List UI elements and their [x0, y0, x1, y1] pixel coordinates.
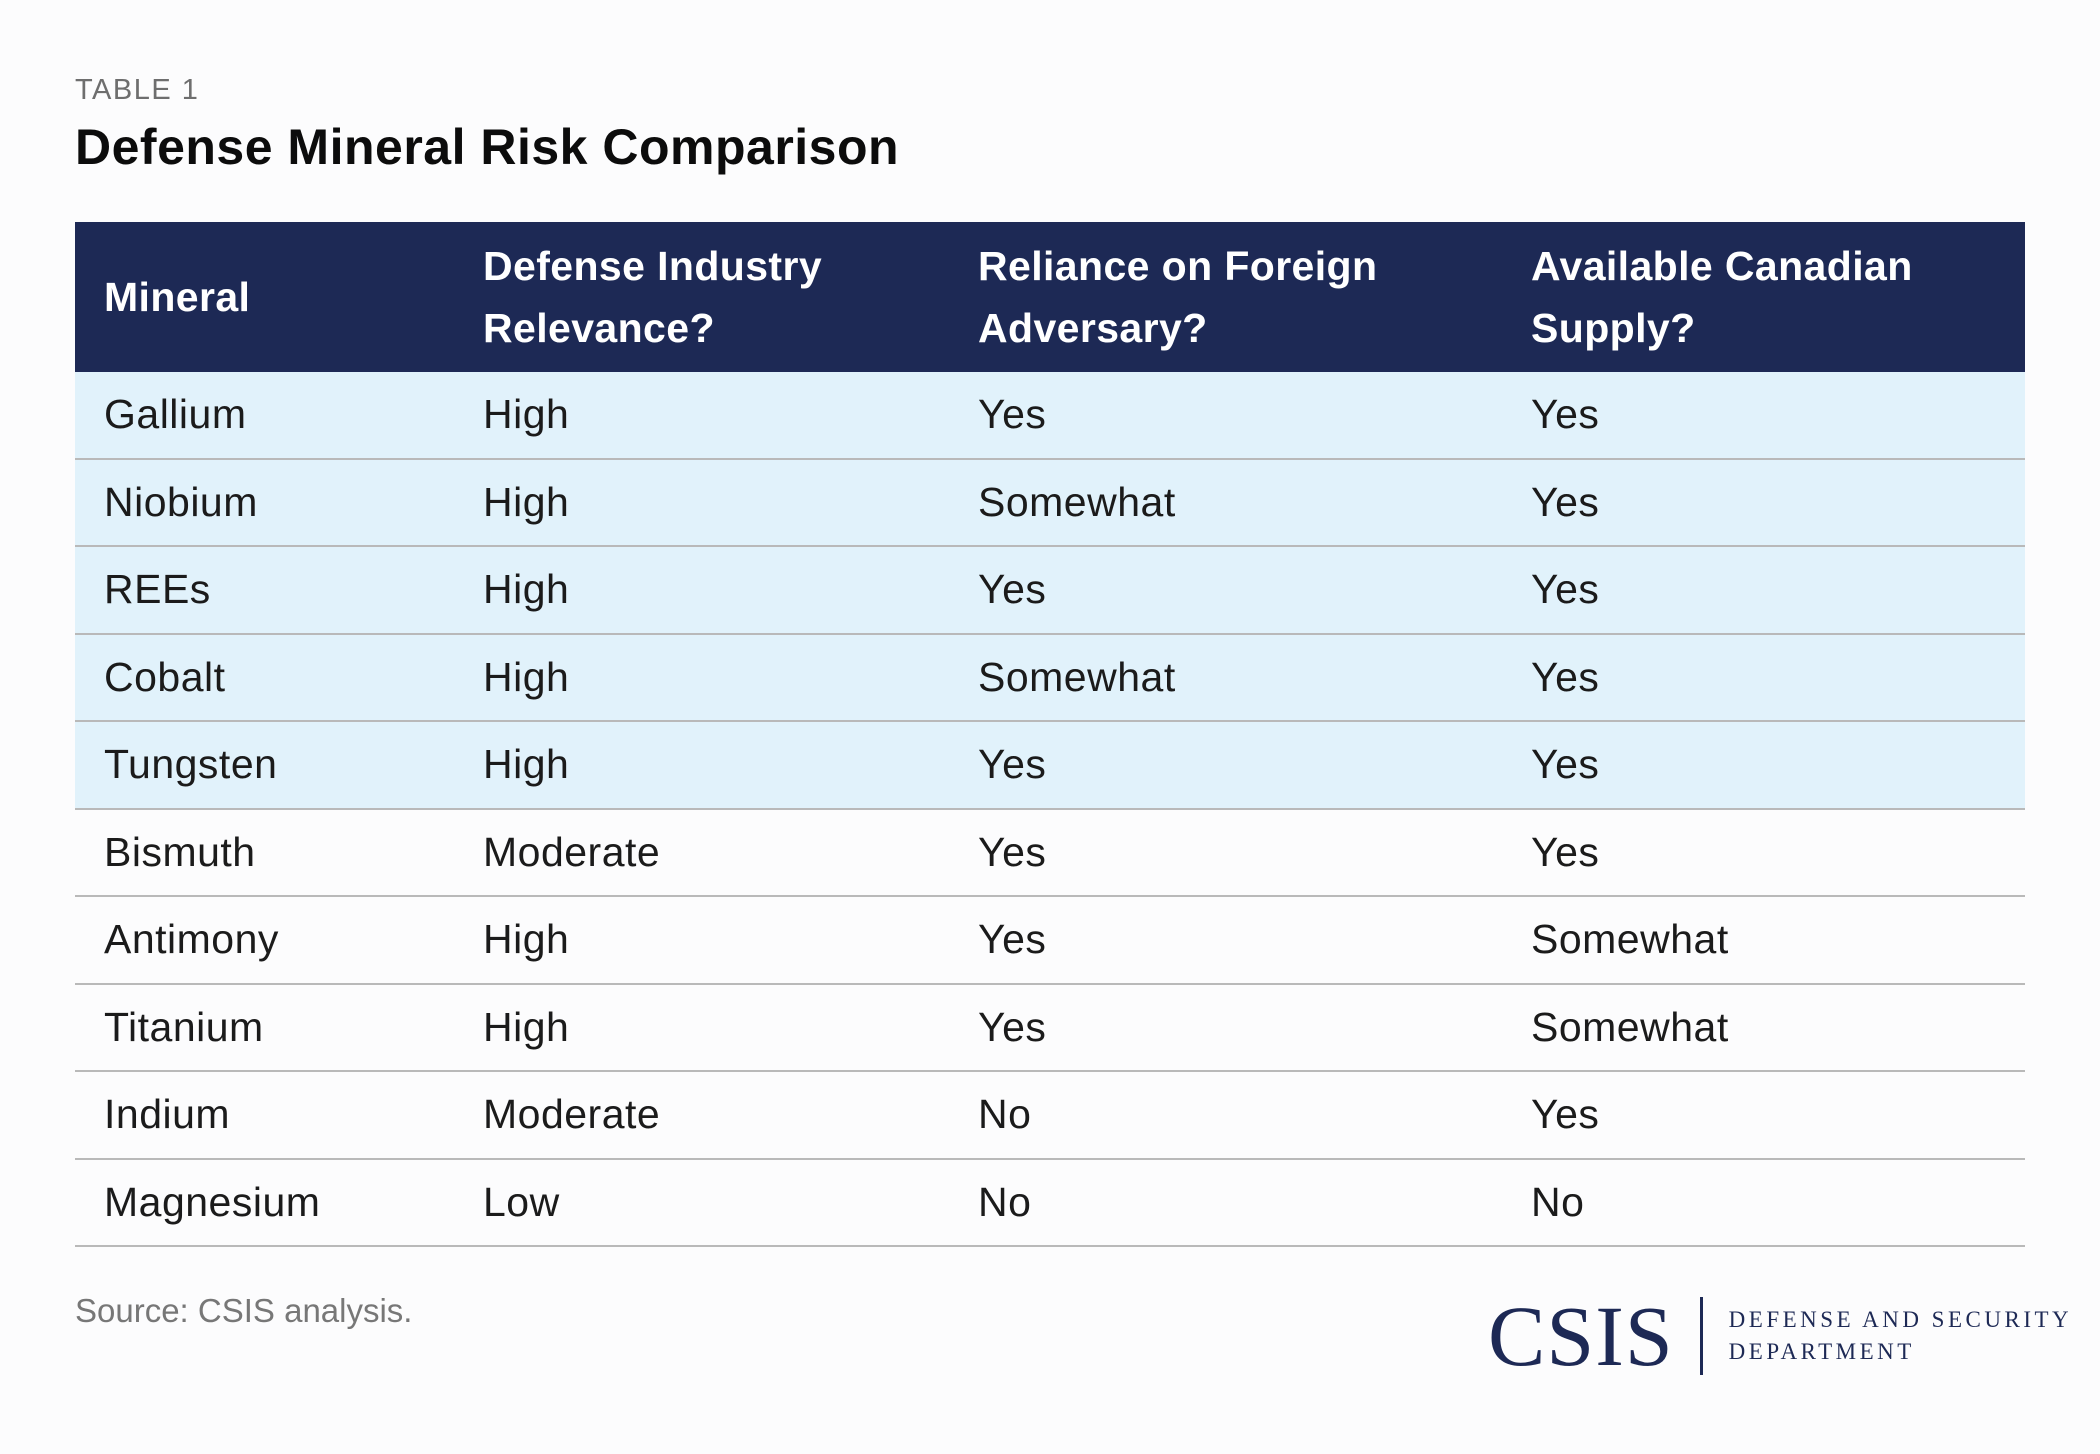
- column-header-relevance: Defense Industry Relevance?: [483, 222, 978, 372]
- cell-mineral: Indium: [75, 1071, 483, 1160]
- cell-mineral: Cobalt: [75, 633, 483, 722]
- cell-mineral: REEs: [75, 546, 483, 635]
- cell-mineral: Tungsten: [75, 721, 483, 810]
- cell-relevance: High: [483, 633, 978, 722]
- source-note: Source: CSIS analysis.: [75, 1292, 413, 1329]
- table-row: Indium Moderate No Yes: [75, 1071, 2025, 1160]
- cell-supply: Somewhat: [1531, 983, 2025, 1072]
- cell-supply: Yes: [1531, 372, 2025, 460]
- cell-supply: Somewhat: [1531, 896, 2025, 985]
- cell-reliance: Somewhat: [978, 633, 1531, 722]
- column-header-reliance: Reliance on Foreign Adversary?: [978, 222, 1531, 372]
- table-row: Antimony High Yes Somewhat: [75, 896, 2025, 985]
- column-header-relevance-label: Defense Industry Relevance?: [483, 243, 823, 351]
- logo-department-line1: DEFENSE AND SECURITY: [1728, 1307, 2073, 1332]
- cell-supply: Yes: [1531, 546, 2025, 635]
- column-header-supply-label: Available Canadian Supply?: [1531, 243, 1913, 351]
- cell-relevance: High: [483, 896, 978, 985]
- table-label: TABLE 1: [75, 74, 200, 106]
- csis-logo: CSIS DEFENSE AND SECURITY DEPARTMENT: [1488, 1288, 2072, 1384]
- table-body: Gallium High Yes Yes Niobium High Somewhat Yes R…: [75, 372, 2025, 1247]
- cell-mineral: Niobium: [75, 458, 483, 547]
- cell-supply: No: [1531, 1158, 2025, 1247]
- table-header: Mineral Defense Industry Relevance? Reli…: [75, 222, 2025, 372]
- cell-reliance: Yes: [978, 546, 1531, 635]
- table-row: REEs High Yes Yes: [75, 546, 2025, 635]
- risk-table: Mineral Defense Industry Relevance? Reli…: [75, 222, 2025, 1247]
- column-header-reliance-label: Reliance on Foreign Adversary?: [978, 243, 1378, 351]
- cell-relevance: High: [483, 983, 978, 1072]
- cell-mineral: Antimony: [75, 896, 483, 985]
- cell-supply: Yes: [1531, 808, 2025, 897]
- column-header-mineral: Mineral: [75, 222, 483, 372]
- cell-mineral: Gallium: [75, 372, 483, 460]
- table-row: Titanium High Yes Somewhat: [75, 983, 2025, 1072]
- cell-supply: Yes: [1531, 1071, 2025, 1160]
- cell-reliance: Yes: [978, 721, 1531, 810]
- header-row: Mineral Defense Industry Relevance? Reli…: [75, 222, 2025, 372]
- cell-relevance: Moderate: [483, 1071, 978, 1160]
- cell-reliance: Yes: [978, 372, 1531, 460]
- table-row: Cobalt High Somewhat Yes: [75, 633, 2025, 722]
- page-title: Defense Mineral Risk Comparison: [75, 119, 900, 175]
- cell-mineral: Bismuth: [75, 808, 483, 897]
- cell-relevance: High: [483, 721, 978, 810]
- logo-department: DEFENSE AND SECURITY DEPARTMENT: [1729, 1304, 2072, 1368]
- table-row: Magnesium Low No No: [75, 1158, 2025, 1247]
- cell-reliance: Yes: [978, 983, 1531, 1072]
- table-row: Bismuth Moderate Yes Yes: [75, 808, 2025, 897]
- cell-relevance: High: [483, 546, 978, 635]
- cell-reliance: No: [978, 1158, 1531, 1247]
- column-header-supply: Available Canadian Supply?: [1531, 222, 2025, 372]
- cell-relevance: Low: [483, 1158, 978, 1247]
- cell-mineral: Magnesium: [75, 1158, 483, 1247]
- cell-relevance: High: [483, 458, 978, 547]
- logo-divider: [1699, 1297, 1703, 1375]
- cell-supply: Yes: [1531, 458, 2025, 547]
- cell-reliance: Yes: [978, 808, 1531, 897]
- cell-reliance: Somewhat: [978, 458, 1531, 547]
- cell-supply: Yes: [1531, 721, 2025, 810]
- logo-department-line2: DEPARTMENT: [1728, 1339, 1915, 1364]
- cell-supply: Yes: [1531, 633, 2025, 722]
- cell-relevance: High: [483, 372, 978, 460]
- table-row: Niobium High Somewhat Yes: [75, 458, 2025, 547]
- table-row: Tungsten High Yes Yes: [75, 721, 2025, 810]
- cell-mineral: Titanium: [75, 983, 483, 1072]
- cell-reliance: No: [978, 1071, 1531, 1160]
- cell-reliance: Yes: [978, 896, 1531, 985]
- logo-wordmark: CSIS: [1488, 1288, 1674, 1384]
- table-row: Gallium High Yes Yes: [75, 372, 2025, 460]
- cell-relevance: Moderate: [483, 808, 978, 897]
